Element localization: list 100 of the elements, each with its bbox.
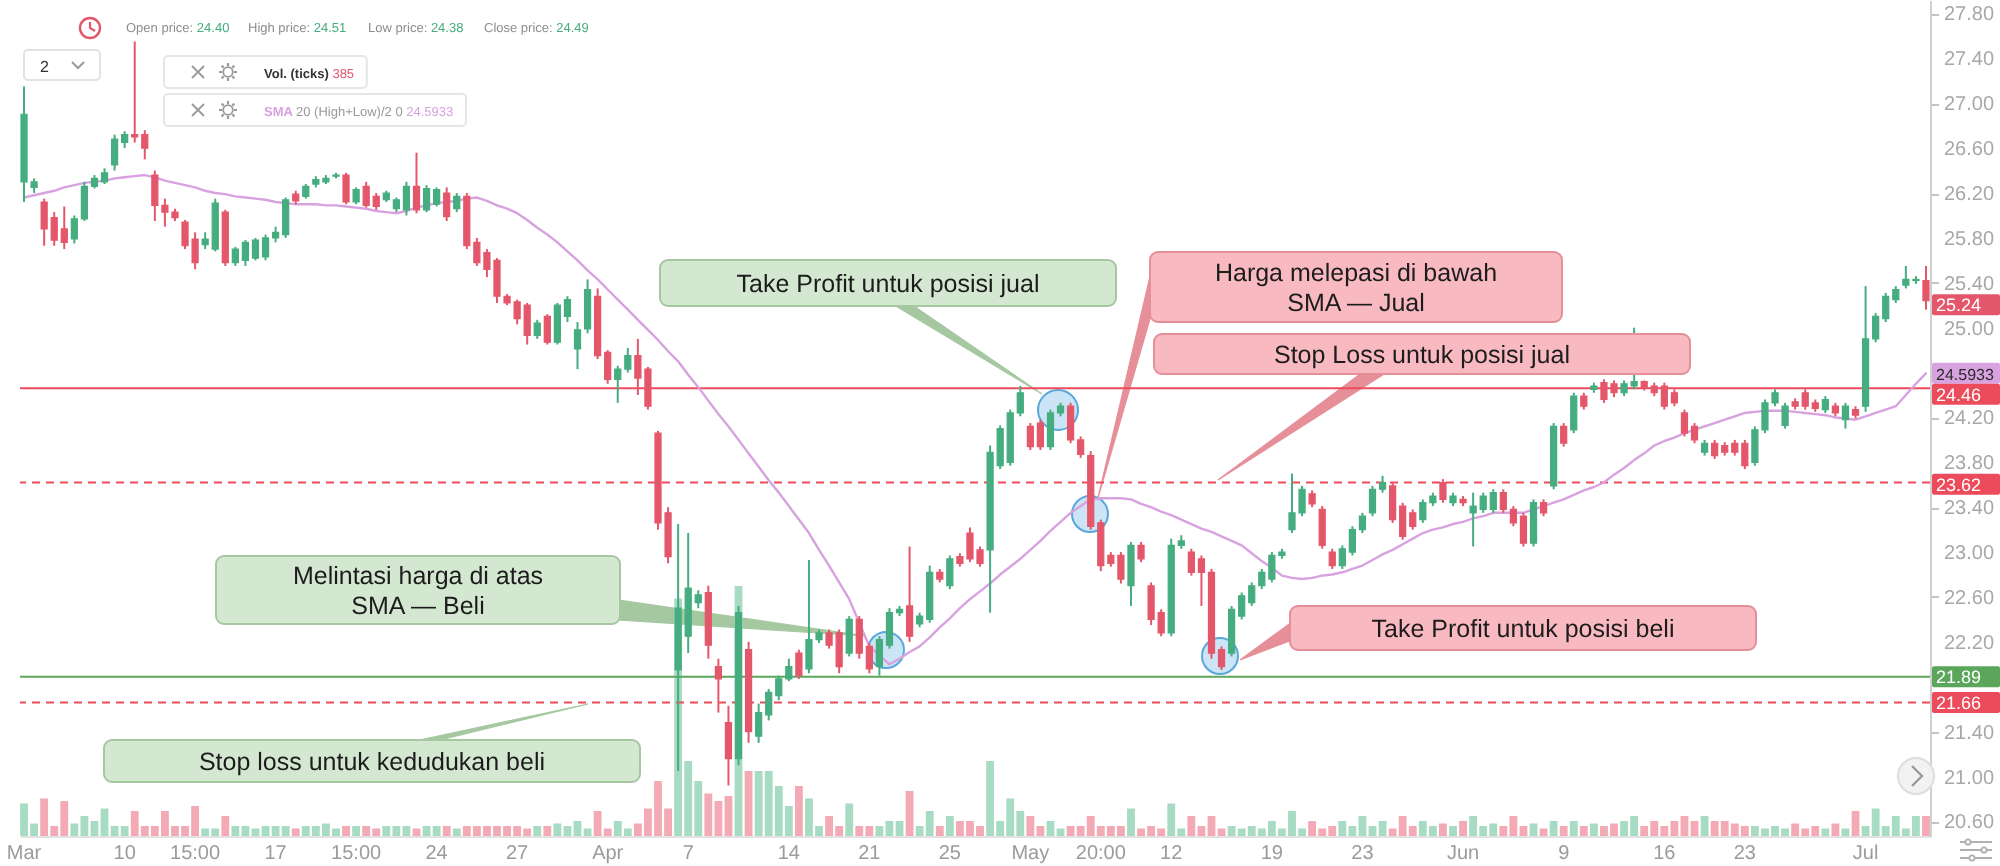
x-tick-label: 27 (506, 843, 530, 865)
candlestick (795, 648, 803, 680)
bar (533, 826, 542, 836)
x-tick-label: 24 (425, 843, 449, 865)
candlestick (583, 278, 592, 335)
annotation: 24.5933 (1936, 365, 1995, 384)
annotation: Stop Loss untuk posisi jual (1273, 340, 1571, 369)
y-tick-label: 22.60 (1944, 587, 1995, 610)
bar (342, 826, 350, 836)
ref-line-label: 24.46 (1936, 384, 1982, 405)
bar (1549, 821, 1558, 836)
bar (1922, 816, 1930, 836)
y-tick-label: 21.40 (1944, 722, 1995, 745)
x-tick-label: 17 (264, 843, 288, 865)
bar (442, 826, 451, 836)
x-tick-label: 25 (938, 843, 962, 865)
y-tick-label: 27.00 (1944, 94, 1995, 117)
candlestick (543, 313, 551, 346)
y-tick-label: 22.20 (1944, 632, 1995, 655)
bar (1449, 826, 1457, 836)
candlestick (1570, 391, 1578, 435)
candlestick (724, 704, 733, 787)
annotation: Stop loss untuk kedudukan beli (198, 747, 546, 776)
bar (452, 828, 461, 836)
y-tick-label: 25.40 (1944, 273, 1995, 296)
annotation: Take Profit untuk posisi beli (1371, 614, 1675, 643)
x-tick-label: 14 (777, 843, 801, 865)
candlestick (533, 318, 541, 340)
candlestick (845, 615, 853, 658)
candlestick (1137, 541, 1145, 564)
text: 25.24 (1936, 295, 1982, 316)
x-tick-label: Mar (6, 843, 43, 865)
x-tick-label: 10 (113, 843, 137, 865)
candlestick (714, 657, 723, 714)
bar (1821, 828, 1830, 836)
candlestick (1781, 401, 1789, 430)
y-tick-label: 26.20 (1944, 184, 1995, 207)
ref-line-label: 23.62 (1936, 474, 1982, 495)
ref-line-label: 21.66 (1936, 692, 1982, 713)
x-tick-label: Apr (592, 843, 625, 865)
bar (744, 771, 753, 836)
y-tick-label: 27.40 (1944, 49, 1995, 72)
bar (1589, 823, 1598, 836)
candlestick (1841, 401, 1850, 430)
y-tick-label: 20.60 (1944, 812, 1995, 835)
annotation: 2 (40, 58, 50, 76)
annotation: Harga melepasi di bawah SMA — Jual (1214, 258, 1498, 317)
candlestick (453, 192, 461, 214)
candlestick (1127, 541, 1135, 607)
y-tick-label: 26.60 (1944, 139, 1995, 162)
bar (1459, 821, 1467, 836)
ref-line-label: 21.89 (1936, 667, 1982, 688)
x-tick-label: Jul (1852, 843, 1879, 865)
y-tick-label: 25.80 (1944, 228, 1995, 251)
bar (1579, 826, 1588, 836)
y-tick-label: 27.80 (1944, 4, 1995, 27)
bar (221, 816, 230, 836)
y-tick-label: 23.40 (1944, 498, 1995, 521)
x-tick-label: 19 (1260, 843, 1284, 865)
bar (935, 826, 944, 836)
x-tick-label: 7 (682, 843, 695, 865)
x-tick-label: 15:00 (331, 843, 383, 865)
bar (945, 816, 954, 836)
y-tick-label: 24.20 (1944, 408, 1995, 431)
y-tick-label: 23.00 (1944, 543, 1995, 566)
y-tick-label: 21.00 (1944, 767, 1995, 790)
y-tick-label: 25.00 (1944, 318, 1995, 341)
candlestick (1318, 505, 1326, 550)
candlestick (905, 545, 914, 643)
x-tick-label: 23 (1733, 843, 1757, 865)
bar (1439, 823, 1447, 836)
candlestick (946, 554, 954, 591)
x-tick-label: Jun (1446, 843, 1480, 865)
bar (1831, 823, 1840, 836)
candlestick (1439, 478, 1447, 504)
bar (794, 786, 803, 836)
bar (905, 791, 914, 836)
candlestick (342, 171, 350, 206)
bar (1569, 821, 1578, 836)
annotation: Take Profit untuk posisi jual (736, 269, 1040, 298)
x-tick-label: 15:00 (170, 843, 221, 865)
bar (291, 828, 300, 836)
candlestick (1529, 498, 1538, 548)
candlestick (1922, 264, 1930, 311)
candlestick (443, 186, 451, 223)
bar (543, 826, 552, 836)
x-tick-label: 21 (858, 843, 882, 865)
x-tick-label: 16 (1653, 843, 1677, 865)
x-tick-label: 12 (1160, 843, 1184, 865)
candlestick (1560, 422, 1568, 448)
x-tick-label: 23 (1351, 843, 1375, 865)
bar (845, 803, 854, 836)
bar (352, 826, 361, 836)
bar (1700, 816, 1709, 836)
x-tick-label: May (1011, 843, 1050, 865)
bar (1559, 826, 1568, 836)
candlestick (573, 321, 582, 371)
x-tick-label: 9 (1558, 843, 1571, 865)
annotation: Melintasi harga di atas SMA — Beli (292, 561, 544, 620)
x-tick-label: 20:00 (1075, 843, 1127, 865)
